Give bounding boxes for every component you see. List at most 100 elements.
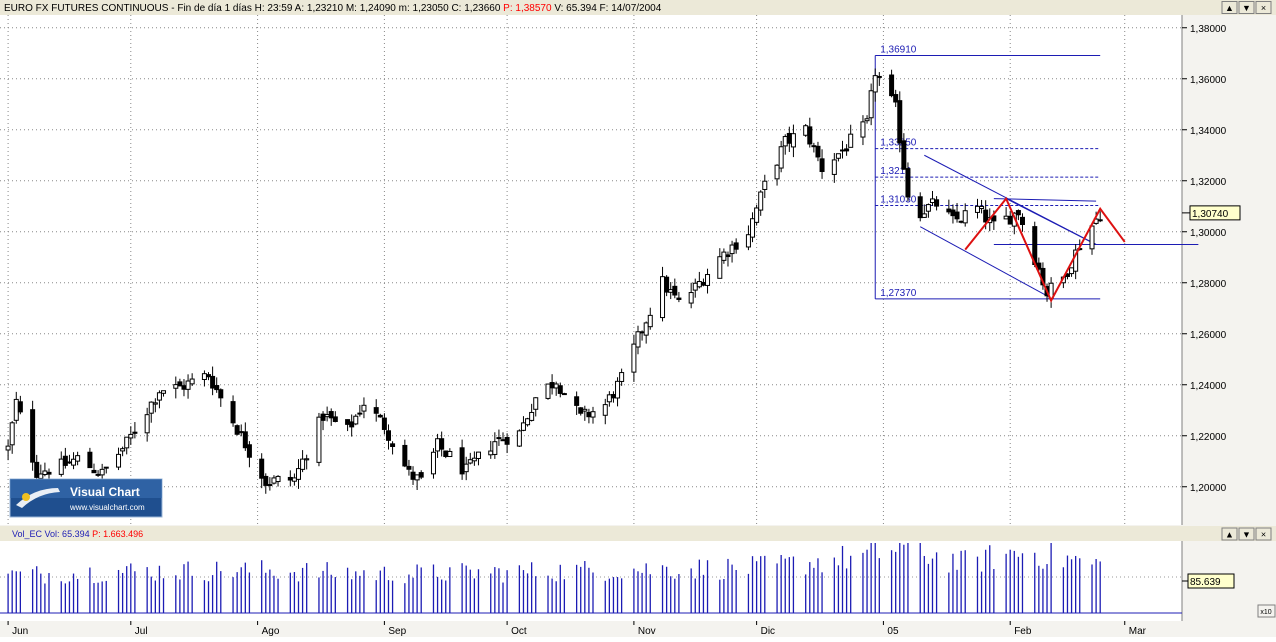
candle-body bbox=[762, 180, 768, 190]
candle-body bbox=[304, 458, 310, 461]
volume-window-controls: ▲ ▼ × bbox=[1221, 527, 1272, 541]
stat-5: P: 1,38570 bbox=[500, 3, 552, 14]
price-tick-label: 1,34000 bbox=[1190, 126, 1227, 137]
last-price-marker: 1,30740 bbox=[1182, 205, 1241, 221]
candle-body bbox=[173, 384, 179, 389]
trendline bbox=[919, 226, 1052, 299]
candle-body bbox=[267, 484, 273, 487]
candle-body bbox=[1089, 225, 1095, 250]
candle-body bbox=[385, 430, 391, 441]
candle-body bbox=[410, 471, 416, 480]
candle-body bbox=[496, 437, 502, 440]
price-tick-label: 1,24000 bbox=[1190, 381, 1227, 392]
candle-body bbox=[643, 322, 649, 336]
candle-body bbox=[602, 404, 608, 416]
candle-body bbox=[807, 126, 813, 145]
window-button-0[interactable] bbox=[1221, 1, 1238, 14]
candle-body bbox=[13, 398, 19, 421]
candle-body bbox=[332, 416, 338, 422]
window-button-1[interactable] bbox=[1238, 527, 1255, 541]
candle-body bbox=[1015, 210, 1021, 216]
candle-body bbox=[917, 196, 923, 219]
candle-body bbox=[754, 207, 760, 223]
candle-body bbox=[557, 385, 563, 394]
price-tick-label: 1,36000 bbox=[1190, 75, 1227, 86]
candle-body bbox=[320, 413, 326, 421]
date-tick-label: Sep bbox=[388, 626, 406, 637]
window-button-2[interactable] bbox=[1255, 527, 1272, 541]
candle-body bbox=[778, 146, 784, 169]
volume-header: Vol_EC Vol: 65.394 P: 1.663.496 bbox=[12, 529, 143, 539]
candle-body bbox=[811, 145, 817, 148]
logo-url: www.visualchart.com bbox=[69, 503, 145, 512]
price-axis-ticks: 1,20000 1,22000 1,24000 1,26000 1,28000 1,300… bbox=[1182, 24, 1227, 494]
candle-body bbox=[463, 463, 469, 473]
candle-body bbox=[177, 381, 183, 387]
candle-body bbox=[664, 276, 670, 293]
logo-title: Visual Chart bbox=[70, 485, 140, 499]
candle-body bbox=[774, 164, 780, 180]
window-controls: ▲ ▼ × bbox=[1221, 1, 1272, 14]
date-axis-ticks: Jun Jul Ago Sep Oct Nov Dic 05 Feb Mar bbox=[7, 621, 1147, 637]
candle-body bbox=[103, 466, 109, 469]
candle-body bbox=[819, 158, 825, 172]
candle-body bbox=[328, 411, 334, 419]
candle-body bbox=[58, 458, 64, 475]
candle-body bbox=[979, 205, 985, 210]
date-tick-label: Oct bbox=[511, 626, 527, 637]
candle-body bbox=[475, 451, 481, 459]
window-button-0[interactable] bbox=[1221, 527, 1238, 541]
candle-body bbox=[345, 419, 351, 425]
candle-body bbox=[38, 473, 44, 479]
zigzag-path bbox=[964, 196, 1126, 303]
candle-body bbox=[553, 383, 559, 389]
candle-body bbox=[439, 438, 445, 450]
candle-body bbox=[717, 256, 723, 279]
candle-body bbox=[361, 404, 367, 412]
candle-body bbox=[467, 459, 473, 464]
volume-value: Vol: 65.394 bbox=[45, 529, 90, 539]
candle-body bbox=[185, 380, 191, 390]
window-button-icon: ▼ bbox=[1242, 530, 1251, 540]
candle-body bbox=[705, 274, 711, 286]
candle-body bbox=[672, 285, 678, 296]
window-button-icon: × bbox=[1261, 3, 1266, 13]
candlesticks bbox=[5, 68, 1103, 494]
candle-body bbox=[782, 136, 788, 147]
candle-body bbox=[660, 276, 666, 319]
candle-body bbox=[181, 385, 187, 390]
candle-body bbox=[271, 477, 277, 484]
candle-body bbox=[876, 75, 882, 78]
window-button-1[interactable] bbox=[1238, 1, 1255, 14]
stat-4: C: 1,23660 bbox=[449, 3, 501, 14]
logo-swoosh-icon bbox=[16, 488, 60, 508]
candle-body bbox=[87, 451, 93, 469]
window-button-icon: ▼ bbox=[1242, 3, 1251, 13]
date-tick-label: Feb bbox=[1014, 626, 1032, 637]
fib-level-label: 1,31030 bbox=[880, 194, 917, 205]
title-bar bbox=[0, 0, 1276, 15]
candle-body bbox=[430, 451, 436, 475]
candle-body bbox=[1073, 249, 1079, 272]
candle-body bbox=[99, 468, 105, 476]
candle-body bbox=[210, 375, 216, 389]
candle-body bbox=[75, 455, 81, 462]
volume-last-label: 85.639 bbox=[1190, 577, 1221, 588]
candle-body bbox=[349, 421, 355, 428]
timeframe: Fin de día 1 días bbox=[177, 3, 252, 14]
candle-body bbox=[504, 437, 510, 445]
candle-body bbox=[929, 198, 935, 204]
candle-body bbox=[574, 396, 580, 406]
last-price-label: 1,30740 bbox=[1192, 209, 1229, 220]
candle-body bbox=[925, 204, 931, 212]
candle-body bbox=[295, 468, 302, 480]
candle-body bbox=[62, 455, 68, 466]
window-button-2[interactable] bbox=[1255, 1, 1272, 14]
candle-body bbox=[1019, 216, 1025, 225]
candle-body bbox=[234, 425, 240, 435]
candle-body bbox=[610, 394, 616, 399]
candle-body bbox=[700, 281, 706, 286]
candle-body bbox=[815, 145, 821, 158]
window-button-icon: ▲ bbox=[1225, 530, 1234, 540]
candle-body bbox=[668, 289, 674, 293]
